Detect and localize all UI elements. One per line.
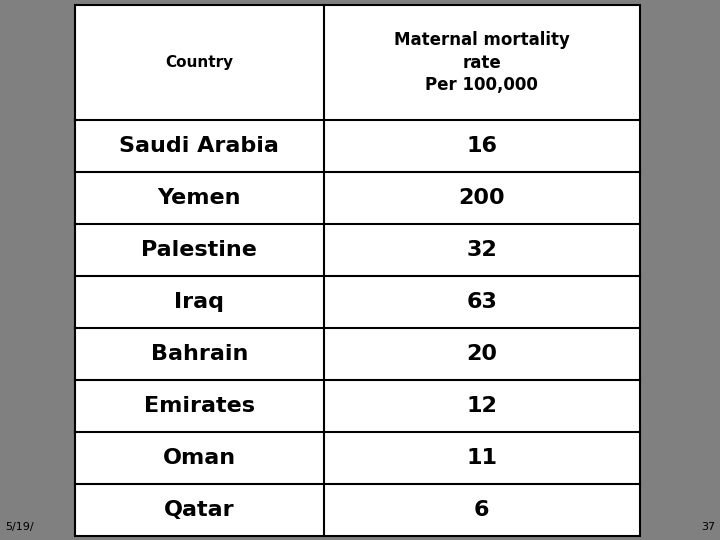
Text: 16: 16 xyxy=(467,136,498,156)
Text: 37: 37 xyxy=(701,522,715,532)
Text: Bahrain: Bahrain xyxy=(150,344,248,364)
Text: 5/19/: 5/19/ xyxy=(5,522,34,532)
Text: Oman: Oman xyxy=(163,448,236,468)
Text: 20: 20 xyxy=(467,344,498,364)
Text: 11: 11 xyxy=(467,448,498,468)
Text: 12: 12 xyxy=(467,396,498,416)
Text: 200: 200 xyxy=(459,188,505,208)
Text: Yemen: Yemen xyxy=(158,188,241,208)
Text: Palestine: Palestine xyxy=(141,240,257,260)
Bar xyxy=(75,5,640,536)
Text: Country: Country xyxy=(165,55,233,70)
Text: Maternal mortality
rate
Per 100,000: Maternal mortality rate Per 100,000 xyxy=(394,31,570,94)
Text: 32: 32 xyxy=(467,240,498,260)
Text: Iraq: Iraq xyxy=(174,292,225,312)
Text: Saudi Arabia: Saudi Arabia xyxy=(120,136,279,156)
Bar xyxy=(75,5,640,536)
Text: 63: 63 xyxy=(467,292,498,312)
Text: Emirates: Emirates xyxy=(144,396,255,416)
Text: Qatar: Qatar xyxy=(164,500,235,520)
Text: 6: 6 xyxy=(474,500,490,520)
